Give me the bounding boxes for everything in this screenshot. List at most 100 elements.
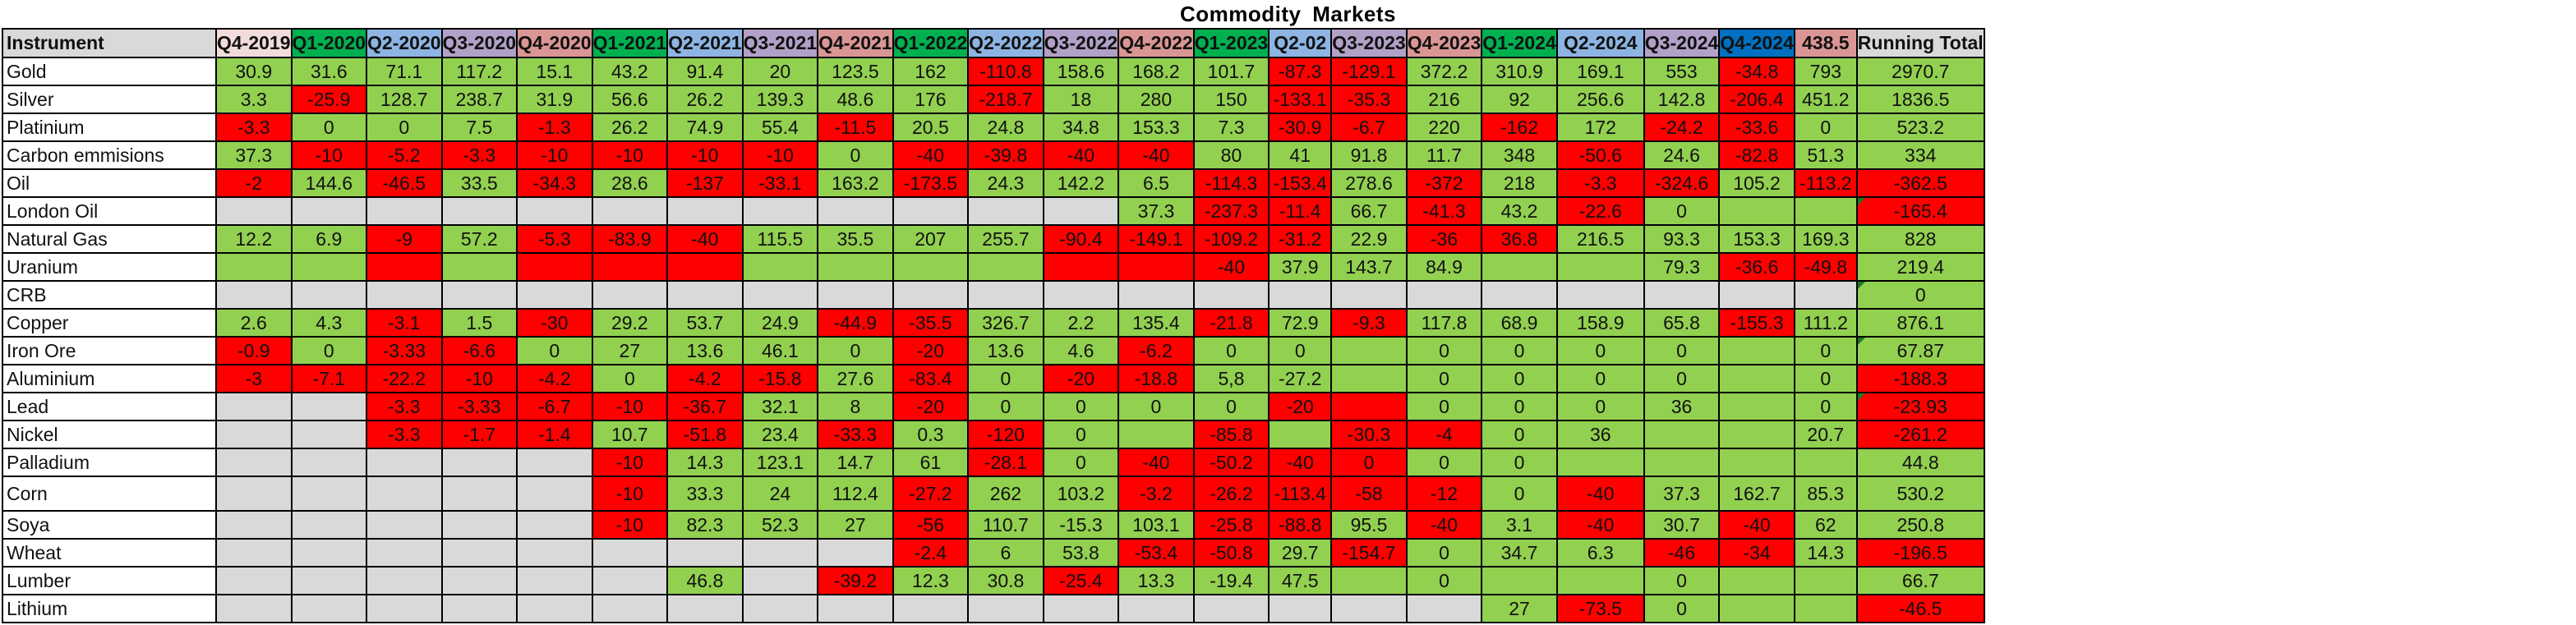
value-cell[interactable]: 0 (1481, 448, 1558, 477)
value-cell[interactable]: -6.2 (1117, 336, 1195, 365)
value-cell[interactable]: -4.2 (666, 364, 744, 393)
value-cell[interactable]: 24.6 (1643, 140, 1721, 170)
value-cell[interactable]: 280 (1117, 85, 1195, 114)
value-cell[interactable]: -50.8 (1192, 538, 1270, 568)
value-cell[interactable]: -25.9 (290, 85, 368, 114)
value-cell[interactable]: 24.9 (741, 308, 819, 338)
value-cell[interactable]: 43.2 (1481, 196, 1558, 226)
value-cell[interactable]: 72.9 (1268, 308, 1333, 338)
value-cell[interactable] (366, 510, 443, 540)
value-cell[interactable]: -36 (1405, 224, 1483, 254)
value-cell[interactable]: -5.3 (516, 224, 593, 254)
value-cell[interactable]: -3.3 (440, 140, 518, 170)
value-cell[interactable]: 103.1 (1117, 510, 1195, 540)
header-period[interactable]: Q4-2019 (215, 28, 293, 58)
value-cell[interactable]: 12.2 (215, 224, 293, 254)
header-period[interactable]: Q3-2023 (1330, 28, 1408, 58)
value-cell[interactable] (366, 566, 443, 595)
value-cell[interactable]: 207 (892, 224, 970, 254)
header-period[interactable]: 438.5 (1793, 28, 1858, 58)
value-cell[interactable]: 142.2 (1042, 168, 1120, 198)
value-cell[interactable] (817, 280, 894, 310)
value-cell[interactable] (516, 252, 593, 282)
value-cell[interactable] (516, 594, 593, 623)
header-period[interactable]: Q2-2022 (967, 28, 1044, 58)
value-cell[interactable]: 0 (1268, 336, 1333, 365)
value-cell[interactable]: 0 (290, 113, 368, 142)
value-cell[interactable] (366, 594, 443, 623)
instrument-name[interactable]: Uranium (2, 252, 217, 282)
value-cell[interactable]: 37.3 (1643, 476, 1721, 512)
value-cell[interactable]: 34.8 (1042, 113, 1120, 142)
value-cell[interactable]: 24.8 (967, 113, 1044, 142)
value-cell[interactable]: 33.5 (440, 168, 518, 198)
value-cell[interactable]: 0 (1793, 364, 1858, 393)
value-cell[interactable]: 348 (1481, 140, 1558, 170)
value-cell[interactable]: -324.6 (1643, 168, 1721, 198)
value-cell[interactable]: -40 (1718, 510, 1795, 540)
value-cell[interactable] (440, 566, 518, 595)
value-cell[interactable] (366, 196, 443, 226)
value-cell[interactable]: 144.6 (290, 168, 368, 198)
value-cell[interactable] (741, 538, 819, 568)
value-cell[interactable] (892, 252, 970, 282)
value-cell[interactable]: -26.2 (1192, 476, 1270, 512)
value-cell[interactable]: 53.8 (1042, 538, 1120, 568)
value-cell[interactable]: 256.6 (1555, 85, 1645, 114)
instrument-name[interactable]: CRB (2, 280, 217, 310)
value-cell[interactable]: 0 (1481, 420, 1558, 449)
value-cell[interactable] (1330, 336, 1408, 365)
value-cell[interactable]: -3.33 (440, 392, 518, 421)
value-cell[interactable]: -10 (591, 510, 669, 540)
value-cell[interactable]: -2.4 (892, 538, 970, 568)
value-cell[interactable]: -1.3 (516, 113, 593, 142)
instrument-name[interactable]: Lead (2, 392, 217, 421)
value-cell[interactable]: -9.3 (1330, 308, 1408, 338)
value-cell[interactable]: 47.5 (1268, 566, 1333, 595)
value-cell[interactable]: 310.9 (1481, 57, 1558, 86)
value-cell[interactable]: 74.9 (666, 113, 744, 142)
value-cell[interactable]: -40 (1555, 476, 1645, 512)
value-cell[interactable] (440, 476, 518, 512)
value-cell[interactable]: 5,8 (1192, 364, 1270, 393)
value-cell[interactable]: 158.6 (1042, 57, 1120, 86)
running-total-cell[interactable]: 0 (1855, 280, 1985, 310)
header-period[interactable]: Q4-2022 (1117, 28, 1195, 58)
value-cell[interactable]: 0 (1192, 336, 1270, 365)
value-cell[interactable]: -10 (591, 140, 669, 170)
value-cell[interactable] (666, 196, 744, 226)
value-cell[interactable]: 7.3 (1192, 113, 1270, 142)
value-cell[interactable]: -88.8 (1268, 510, 1333, 540)
value-cell[interactable]: 0 (1793, 113, 1858, 142)
value-cell[interactable]: -3.3 (366, 392, 443, 421)
value-cell[interactable]: 46.1 (741, 336, 819, 365)
value-cell[interactable] (440, 594, 518, 623)
value-cell[interactable]: 103.2 (1042, 476, 1120, 512)
value-cell[interactable]: 0 (817, 140, 894, 170)
value-cell[interactable] (591, 196, 669, 226)
value-cell[interactable]: 34.7 (1481, 538, 1558, 568)
value-cell[interactable]: -21.8 (1192, 308, 1270, 338)
header-period[interactable]: Q2-02 (1268, 28, 1333, 58)
value-cell[interactable]: -41.3 (1405, 196, 1483, 226)
value-cell[interactable]: 6.9 (290, 224, 368, 254)
instrument-name[interactable]: Soya (2, 510, 217, 540)
value-cell[interactable]: -53.4 (1117, 538, 1195, 568)
value-cell[interactable] (666, 252, 744, 282)
value-cell[interactable] (1793, 594, 1858, 623)
value-cell[interactable]: 0 (1405, 364, 1483, 393)
header-period[interactable]: Q4-2024 (1718, 28, 1795, 58)
value-cell[interactable] (1643, 448, 1721, 477)
value-cell[interactable]: -1.4 (516, 420, 593, 449)
value-cell[interactable] (215, 252, 293, 282)
value-cell[interactable] (1718, 364, 1795, 393)
value-cell[interactable]: 0 (1555, 392, 1645, 421)
value-cell[interactable]: 158.9 (1555, 308, 1645, 338)
value-cell[interactable]: -149.1 (1117, 224, 1195, 254)
value-cell[interactable]: 0 (290, 336, 368, 365)
value-cell[interactable] (1268, 280, 1333, 310)
value-cell[interactable] (1718, 336, 1795, 365)
value-cell[interactable]: -28.1 (967, 448, 1044, 477)
value-cell[interactable] (591, 594, 669, 623)
value-cell[interactable]: 150 (1192, 85, 1270, 114)
